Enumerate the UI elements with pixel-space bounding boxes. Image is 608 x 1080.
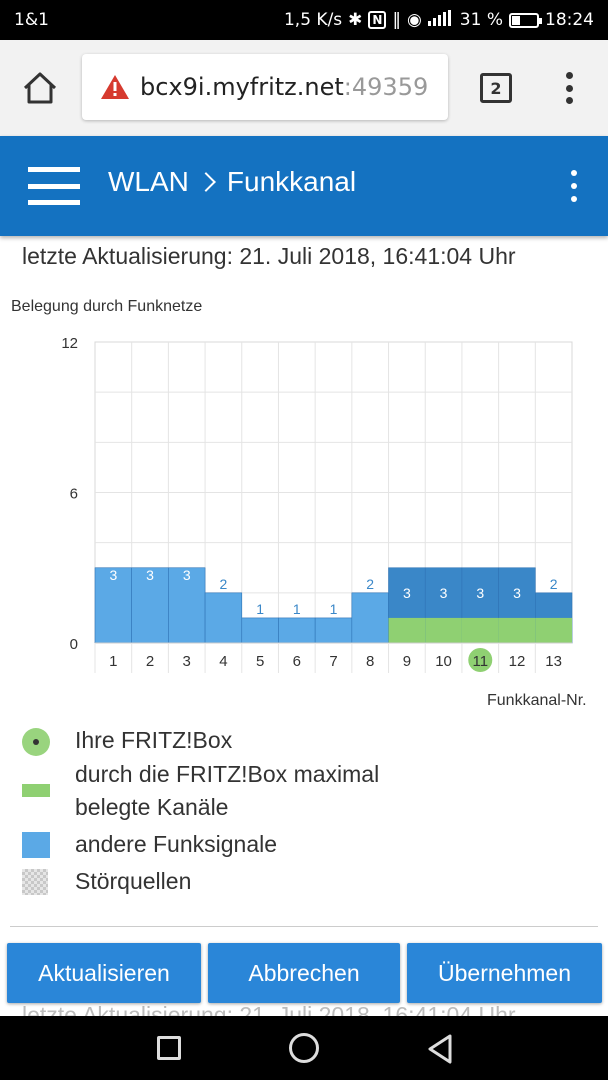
bar	[204, 592, 243, 644]
vibrate-icon: ‖	[392, 10, 401, 30]
battery-level	[512, 15, 521, 25]
bar-value-label: 1	[330, 601, 338, 617]
max-channels-swatch	[22, 784, 50, 797]
x-tick-label: 11	[472, 653, 488, 670]
legend-noise: Störquellen	[75, 868, 192, 894]
bar-value-label: 1	[256, 601, 264, 617]
chevron-right-icon	[196, 172, 216, 192]
bar-value-label: 3	[403, 585, 411, 601]
nav-home-icon[interactable]	[289, 1033, 319, 1063]
bar	[131, 567, 169, 644]
fritzbox-max-bar	[535, 617, 572, 643]
breadcrumb-wlan[interactable]: WLAN	[108, 166, 189, 197]
recent-apps-icon[interactable]	[157, 1036, 181, 1060]
bar-value-label: 2	[366, 576, 374, 592]
x-axis-label: Funkkanal-Nr.	[487, 692, 587, 709]
x-tick-label: 2	[146, 653, 154, 670]
nfc-icon: N	[368, 11, 387, 29]
bar-value-label: 3	[109, 567, 117, 583]
browser-home-icon[interactable]	[20, 68, 60, 108]
status-bar: 1&1 1,5 K/s ✱ N ‖ ◉ 31 % 18:24	[0, 0, 608, 40]
x-tick-label: 10	[435, 653, 452, 670]
net-speed: 1,5 K/s	[283, 10, 343, 30]
fritzbox-max-bar	[425, 617, 462, 643]
bar	[278, 617, 316, 644]
y-tick-label: 0	[70, 636, 78, 653]
apply-button[interactable]: Übernehmen	[407, 943, 602, 1003]
bar-value-label: 1	[293, 601, 301, 617]
overflow-menu-icon[interactable]	[564, 170, 584, 202]
warning-icon	[100, 74, 130, 100]
interference-swatch	[22, 869, 48, 895]
address-bar[interactable]: bcx9i.myfritz.net:49359	[82, 54, 448, 120]
eye-icon: ◉	[406, 10, 422, 30]
bar-value-label: 3	[183, 567, 191, 583]
bluetooth-icon: ✱	[348, 10, 363, 30]
bar-value-label: 2	[550, 576, 558, 592]
bar	[94, 567, 132, 644]
battery-percent: 31 %	[459, 10, 503, 30]
bar-value-label: 3	[476, 585, 484, 601]
tab-switcher-button[interactable]: 2	[480, 73, 512, 103]
bar-value-label: 3	[146, 567, 154, 583]
app-header: WLAN Funkkanal	[0, 136, 608, 236]
last-update-text: letzte Aktualisierung: 21. Juli 2018, 16…	[22, 243, 516, 269]
x-tick-label: 1	[109, 653, 117, 670]
legend-max-line1: durch die FRITZ!Box maximal	[75, 761, 380, 787]
y-tick-label: 6	[70, 486, 78, 503]
fritzbox-max-bar	[461, 617, 499, 643]
bar-value-label: 2	[220, 576, 228, 592]
y-tick-label: 12	[61, 335, 78, 352]
carrier-label: 1&1	[14, 10, 49, 30]
bar	[314, 617, 353, 644]
page-title: Funkkanal	[226, 166, 357, 197]
fritzbox-max-bar	[498, 617, 536, 643]
status-icons: 1,5 K/s ✱ N ‖ ◉ 31 % 18:24	[283, 9, 594, 31]
x-tick-label: 3	[183, 653, 191, 670]
x-tick-label: 5	[256, 653, 264, 670]
breadcrumb: WLAN Funkkanal	[108, 166, 356, 198]
browser-toolbar: bcx9i.myfritz.net:49359 2	[0, 40, 608, 136]
hamburger-menu-icon[interactable]	[28, 167, 80, 205]
fritzbox-marker-icon	[22, 728, 50, 756]
url-host: bcx9i.myfritz.net	[140, 73, 344, 101]
x-tick-label: 9	[403, 653, 411, 670]
chart-title: Belegung durch Funknetze	[11, 298, 203, 315]
legend-max-line2: belegte Kanäle	[75, 794, 229, 820]
action-bar: Aktualisieren Abbrechen Übernehmen	[0, 935, 608, 1015]
refresh-button[interactable]: Aktualisieren	[7, 943, 201, 1003]
bar-value-label: 3	[513, 585, 521, 601]
x-tick-label: 4	[219, 653, 227, 670]
bar	[351, 592, 389, 644]
bar-value-label: 3	[440, 585, 448, 601]
fritzbox-max-bar	[388, 617, 426, 643]
url-port: :49359	[343, 73, 429, 101]
x-tick-label: 6	[293, 653, 301, 670]
clock: 18:24	[545, 10, 594, 30]
legend-fritzbox: Ihre FRITZ!Box	[75, 727, 233, 753]
system-nav-bar	[0, 1016, 608, 1080]
cancel-button[interactable]: Abbrechen	[208, 943, 400, 1003]
legend-other: andere Funksignale	[75, 831, 278, 857]
fritzbox-channel-marker-icon	[468, 648, 493, 672]
x-tick-label: 12	[509, 653, 526, 670]
signal-icon	[427, 9, 454, 31]
bar	[241, 617, 279, 644]
other-signals-swatch	[22, 832, 50, 858]
back-icon[interactable]	[427, 1034, 453, 1064]
x-tick-label: 13	[545, 653, 562, 670]
browser-menu-icon[interactable]	[555, 70, 583, 106]
x-tick-label: 7	[329, 653, 337, 670]
x-tick-label: 8	[366, 653, 374, 670]
battery-icon	[509, 12, 542, 28]
divider	[10, 926, 598, 927]
